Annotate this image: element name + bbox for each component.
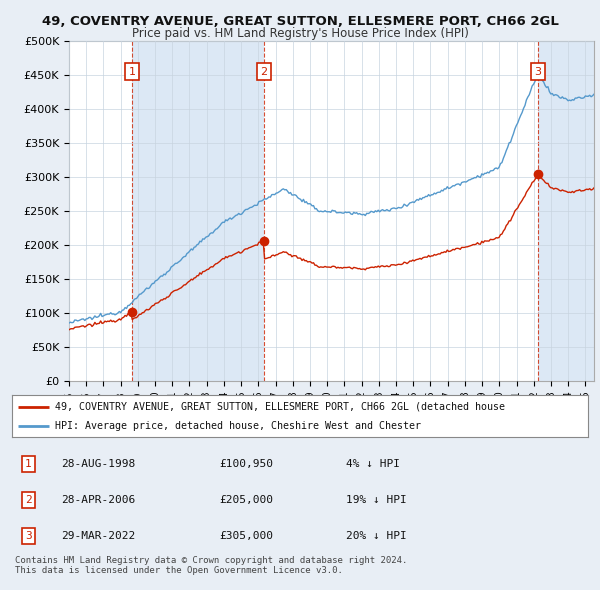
Text: 3: 3 bbox=[535, 67, 541, 77]
Bar bbox=[132, 41, 264, 381]
Text: 20% ↓ HPI: 20% ↓ HPI bbox=[346, 532, 407, 542]
Text: 28-APR-2006: 28-APR-2006 bbox=[61, 496, 135, 506]
Text: 2: 2 bbox=[25, 496, 32, 506]
Bar bbox=[538, 41, 600, 381]
Text: £305,000: £305,000 bbox=[220, 532, 274, 542]
Text: 4% ↓ HPI: 4% ↓ HPI bbox=[346, 460, 400, 469]
Text: 19% ↓ HPI: 19% ↓ HPI bbox=[346, 496, 407, 506]
Text: £205,000: £205,000 bbox=[220, 496, 274, 506]
Text: Price paid vs. HM Land Registry's House Price Index (HPI): Price paid vs. HM Land Registry's House … bbox=[131, 27, 469, 40]
Text: 2: 2 bbox=[260, 67, 268, 77]
Text: 3: 3 bbox=[25, 532, 32, 542]
Text: 49, COVENTRY AVENUE, GREAT SUTTON, ELLESMERE PORT, CH66 2GL: 49, COVENTRY AVENUE, GREAT SUTTON, ELLES… bbox=[41, 15, 559, 28]
Text: 1: 1 bbox=[128, 67, 136, 77]
Text: 29-MAR-2022: 29-MAR-2022 bbox=[61, 532, 135, 542]
Text: HPI: Average price, detached house, Cheshire West and Chester: HPI: Average price, detached house, Ches… bbox=[55, 421, 421, 431]
Text: 28-AUG-1998: 28-AUG-1998 bbox=[61, 460, 135, 469]
Text: Contains HM Land Registry data © Crown copyright and database right 2024.
This d: Contains HM Land Registry data © Crown c… bbox=[15, 556, 407, 575]
Text: 49, COVENTRY AVENUE, GREAT SUTTON, ELLESMERE PORT, CH66 2GL (detached house: 49, COVENTRY AVENUE, GREAT SUTTON, ELLES… bbox=[55, 402, 505, 412]
Text: £100,950: £100,950 bbox=[220, 460, 274, 469]
Text: 1: 1 bbox=[25, 460, 32, 469]
